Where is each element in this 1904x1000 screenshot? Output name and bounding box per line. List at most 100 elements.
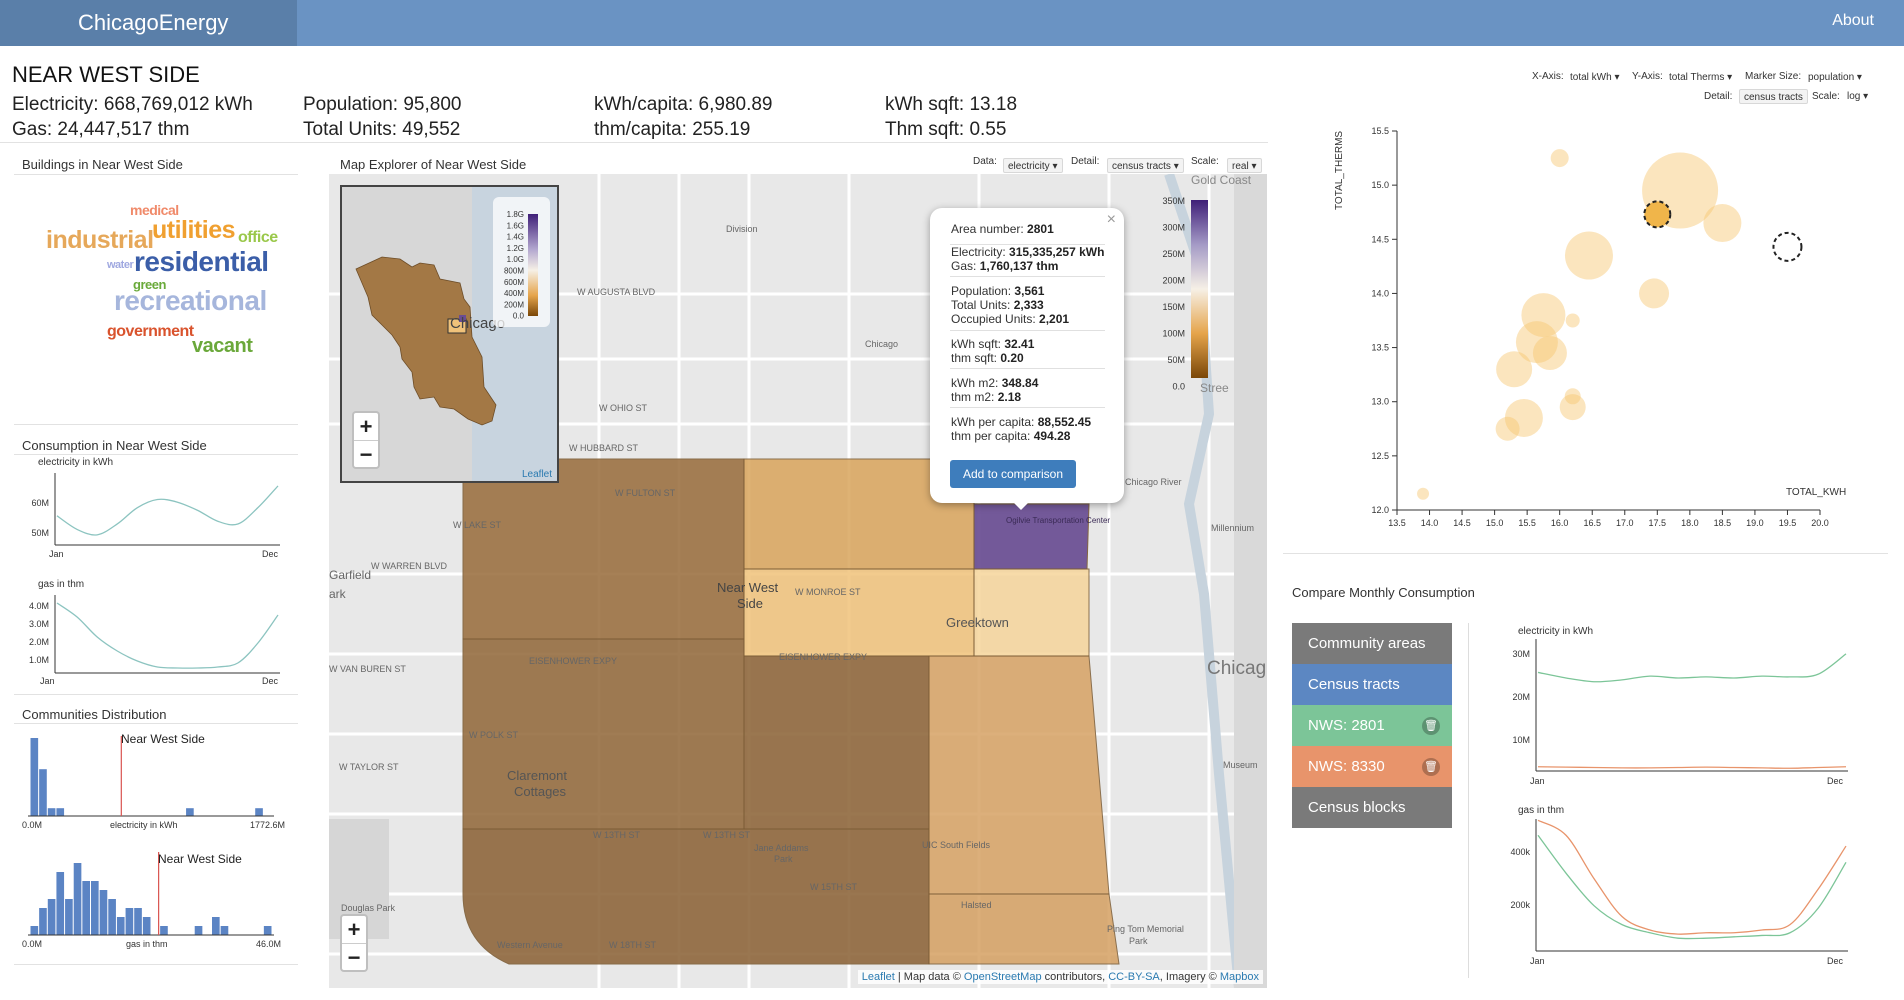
compare-community-areas[interactable]: Community areas	[1292, 623, 1452, 664]
label-w-13th-b: W 13TH ST	[703, 830, 751, 840]
inset-zoom-in-button[interactable]: +	[359, 414, 373, 439]
distribution-charts: Near West Side 0.0M electricity in kWh 1…	[22, 732, 285, 949]
map-detail-dropdown[interactable]: census tracts ▾	[1107, 158, 1184, 173]
gas-tick-1m: 1.0M	[29, 655, 49, 665]
gas-tick-2m: 2.0M	[29, 637, 49, 647]
scatter-scale-dropdown[interactable]: log ▾	[1847, 91, 1869, 102]
scatter-point	[1639, 278, 1670, 309]
scatter-detail-dropdown[interactable]: census tracts	[1739, 89, 1808, 104]
popup-thm-pc-value: 494.28	[1033, 429, 1071, 443]
scatter-plot[interactable]: 13.5 14.0 14.5 15.0 15.5 16.0 16.5 17.0 17.5 18.0…	[1300, 118, 1880, 528]
label-chicago-river: Chicago River	[1125, 477, 1182, 487]
divider	[14, 723, 298, 724]
histogram-bar	[220, 926, 229, 935]
y-axis-dropdown[interactable]: total Therms ▾	[1669, 72, 1733, 83]
label-millennium: Millennium	[1211, 523, 1254, 533]
label-greektown: Greektown	[946, 615, 1009, 630]
scatter-point	[1564, 231, 1613, 280]
scatter-y-label: TOTAL_THERMS	[1334, 131, 1345, 210]
elec-chart-label: electricity in kWh	[38, 457, 113, 468]
legend-tick-label: 250M	[1162, 249, 1185, 259]
consumption-charts: electricity in kWh 60M 50M Jan Dec gas i…	[29, 457, 280, 686]
divider	[14, 174, 298, 175]
label-claremont: Claremont	[507, 768, 567, 783]
inset-legend-tick-label: 1.0G	[507, 255, 524, 264]
compare-nws-8330[interactable]: NWS: 8330 🗑	[1292, 746, 1452, 787]
inset-zoom-out-button[interactable]: −	[354, 440, 378, 467]
tract-greektown[interactable]	[973, 568, 1090, 657]
map-legend: 350M 300M 250M 200M 150M 100M 50M 0.0	[1162, 196, 1208, 392]
popup-pop-value: 3,561	[1014, 284, 1045, 298]
attribution-mapbox-link[interactable]: Mapbox	[1219, 971, 1259, 983]
trash-icon[interactable]: 🗑	[1422, 758, 1440, 776]
add-to-comparison-button[interactable]: Add to comparison	[950, 460, 1076, 488]
map-scale-dropdown[interactable]: real ▾	[1227, 158, 1262, 173]
histogram-bar	[263, 926, 272, 935]
attribution-cc-link[interactable]: CC-BY-SA	[1108, 971, 1160, 983]
map-view[interactable]: Gold Coast Division W AUGUSTA BLVD W OHI…	[329, 174, 1267, 988]
word-residential: residential	[134, 246, 269, 277]
marker-size-dropdown[interactable]: population ▾	[1808, 72, 1862, 83]
gas-marker-label: Near West Side	[158, 852, 242, 866]
consumption-title: Consumption in Near West Side	[22, 438, 207, 453]
x-axis-label: X-Axis:	[1532, 71, 1564, 82]
popup-thm-pc-label: thm per capita:	[951, 429, 1031, 443]
scatter-detail-value: census tracts	[1744, 92, 1803, 103]
inset-legend-tick-label: 800M	[504, 267, 524, 276]
stat-thm-capita: thm/capita: 255.19	[594, 119, 751, 140]
scatter-x-label: TOTAL_KWH	[1786, 487, 1846, 498]
label-w-taylor: W TAYLOR ST	[339, 762, 399, 772]
inset-map[interactable]: Chicago 1.8G 1.6G 1.4G 1.2G 1.0G 800M 600M 400M…	[340, 185, 559, 483]
gas-hist-max: 46.0M	[256, 939, 281, 949]
popup-occ-value: 2,201	[1039, 312, 1070, 326]
attribution-contributors: contributors,	[1044, 971, 1106, 983]
popup-divider	[950, 407, 1105, 408]
scatter-y-tick-label: 12.0	[1371, 505, 1389, 515]
elec-hist-min: 0.0M	[22, 820, 42, 830]
compare-gas-series	[1537, 834, 1847, 940]
tract-uic-east[interactable]	[928, 655, 1110, 895]
tract-central[interactable]	[743, 655, 930, 830]
label-side: Side	[737, 596, 763, 611]
tract-south-east[interactable]	[928, 893, 1120, 965]
histogram-bar	[116, 917, 125, 935]
label-w-van-buren: W VAN BUREN ST	[329, 664, 406, 674]
compare-census-blocks[interactable]: Census blocks	[1292, 787, 1452, 828]
brand-link[interactable]: ChicagoEnergy	[0, 0, 297, 46]
label-w-monroe: W MONROE ST	[795, 587, 861, 597]
scatter-y-tick-label: 14.5	[1371, 234, 1389, 244]
label-w-augusta: W AUGUSTA BLVD	[577, 287, 656, 297]
popup-gas-value: 1,760,137 thm	[979, 259, 1059, 273]
popup-close-icon[interactable]: ×	[1106, 211, 1116, 228]
about-link[interactable]: About	[1832, 12, 1874, 29]
divider	[14, 694, 298, 695]
histogram-bar	[255, 808, 263, 816]
compare-nws-2801[interactable]: NWS: 2801 🗑	[1292, 705, 1452, 746]
scatter-x-tick-label: 17.0	[1616, 518, 1634, 528]
popup-area-value: 2801	[1027, 222, 1054, 236]
inset-legend-gradient	[528, 214, 538, 316]
label-ping-tom: Ping Tom Memorial	[1107, 924, 1184, 934]
scatter-x-tick-label: 18.5	[1714, 518, 1732, 528]
zoom-in-button[interactable]: +	[347, 917, 361, 942]
map-attribution: Leaflet | Map data © OpenStreetMap contr…	[857, 970, 1263, 984]
x-axis-dropdown[interactable]: total kWh ▾	[1570, 72, 1620, 83]
tract-west-north[interactable]	[462, 458, 745, 640]
scatter-point-selected	[1643, 200, 1672, 229]
word-vacant: vacant	[192, 335, 253, 357]
stat-kwh-sqft: kWh sqft: 13.18	[885, 94, 1018, 115]
popup-kwh-sqft-label: kWh sqft:	[951, 337, 1002, 351]
trash-icon[interactable]: 🗑	[1422, 717, 1440, 735]
tract-2801[interactable]	[973, 503, 1090, 570]
inset-attribution[interactable]: Leaflet	[522, 469, 552, 480]
compare-census-tracts[interactable]: Census tracts	[1292, 664, 1452, 705]
map-data-dropdown[interactable]: electricity ▾	[1003, 158, 1063, 173]
tract-greektown-west[interactable]	[743, 568, 975, 657]
tract-south[interactable]	[462, 828, 930, 965]
attribution-osm-link[interactable]: OpenStreetMap	[963, 971, 1042, 983]
zoom-out-button[interactable]: −	[342, 943, 366, 970]
marker-size-value: population	[1808, 72, 1855, 83]
label-w-warren: W WARREN BLVD	[371, 561, 448, 571]
label-ping-tom-park: Park	[1129, 936, 1148, 946]
attribution-leaflet-link[interactable]: Leaflet	[861, 971, 895, 983]
